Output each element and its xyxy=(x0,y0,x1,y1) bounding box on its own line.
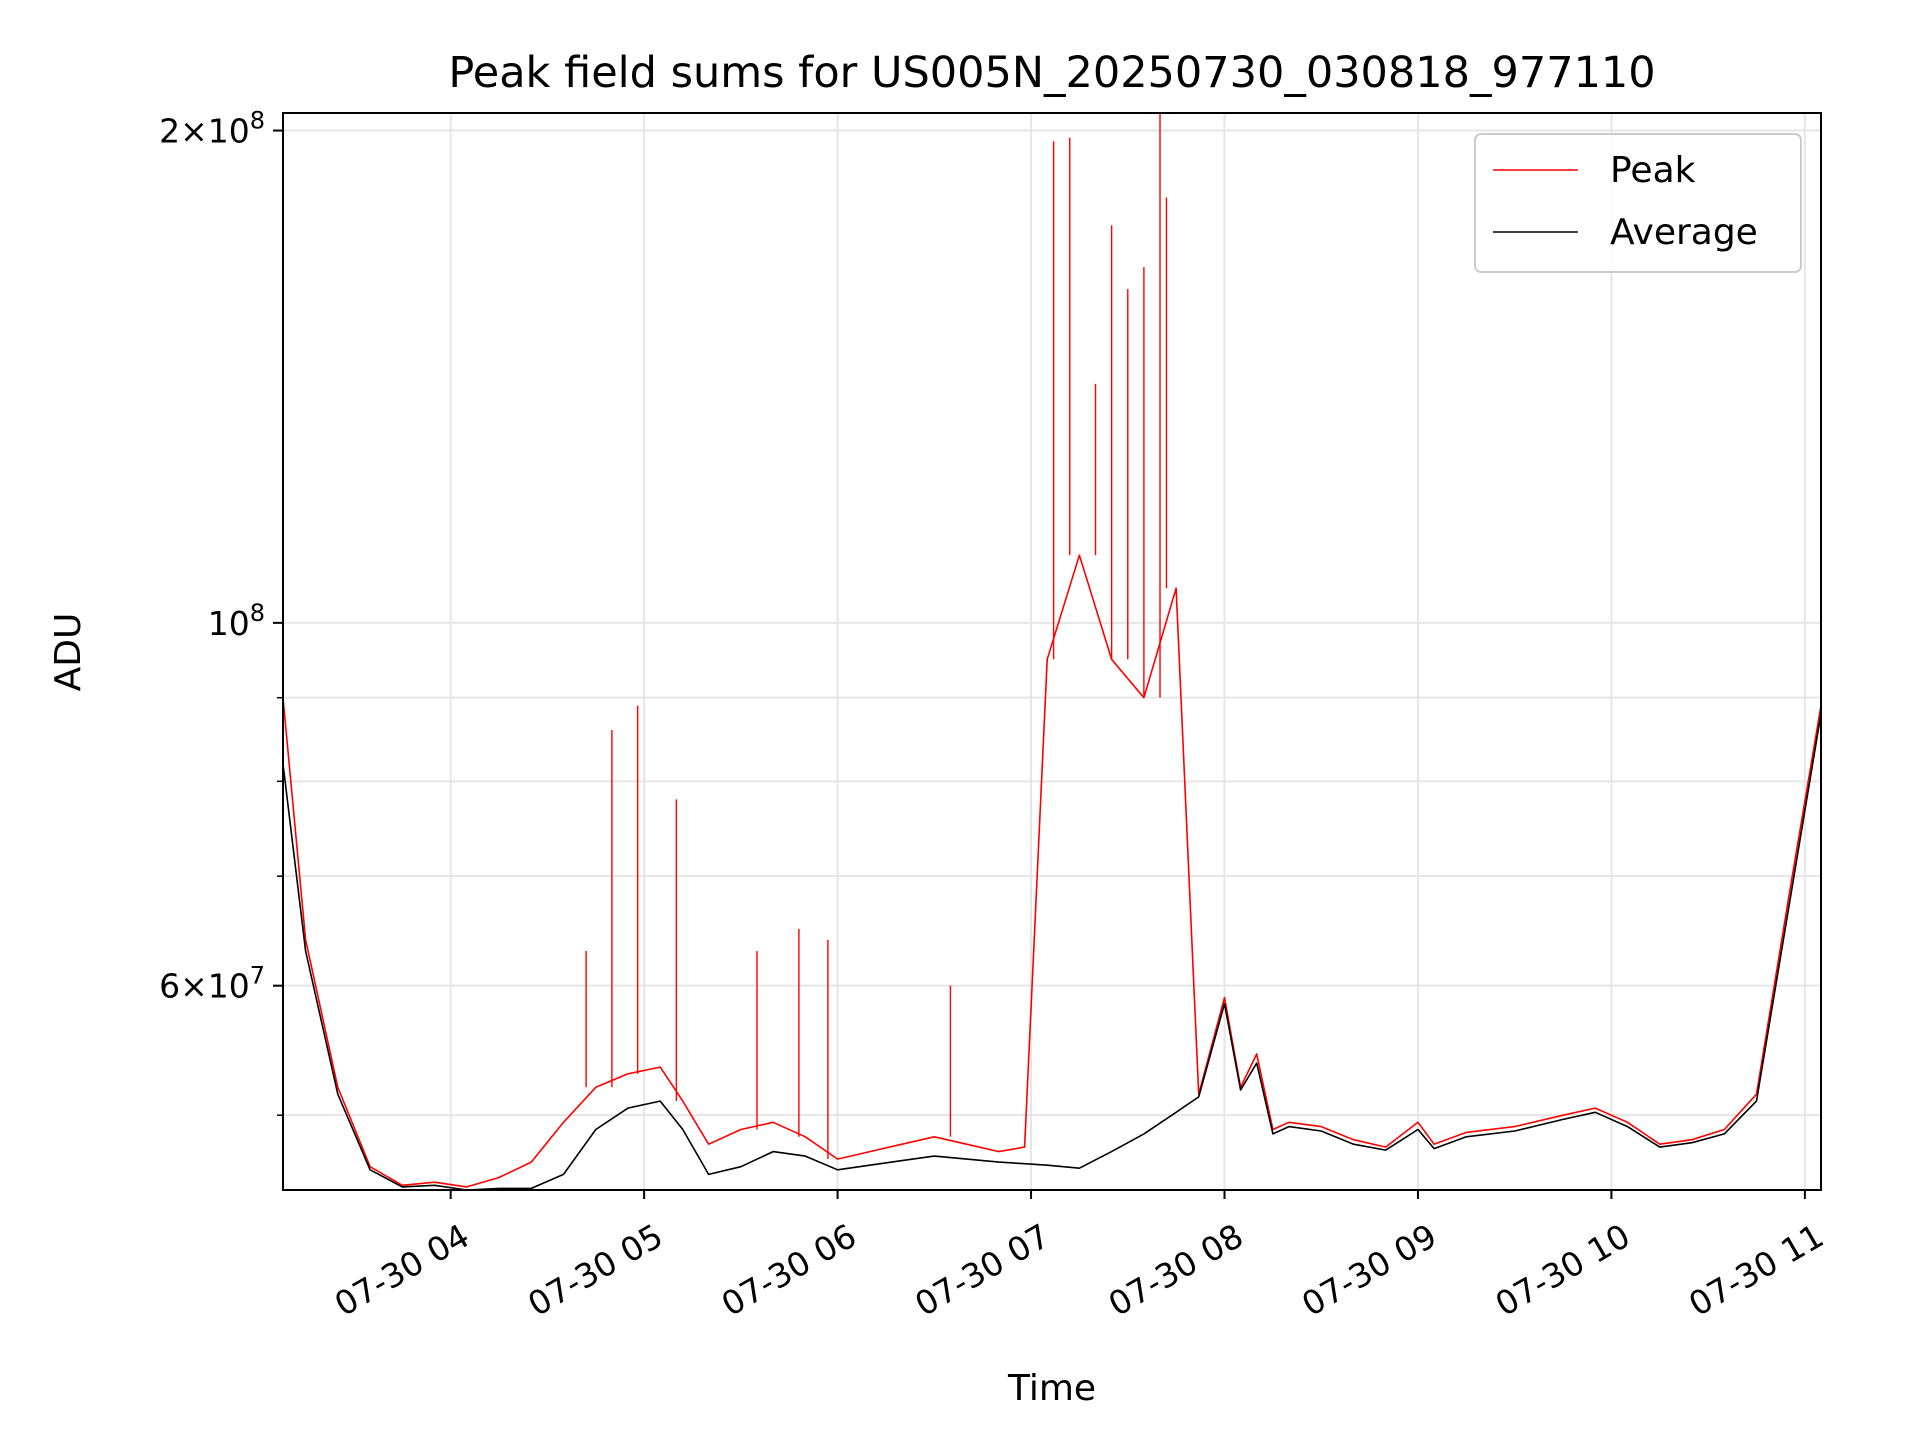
y-tick-label: 2×108 xyxy=(159,107,265,151)
series-line-average xyxy=(282,713,1822,1191)
x-tick-label: 07-30 05 xyxy=(521,1216,669,1324)
x-tick-label: 07-30 07 xyxy=(908,1216,1056,1324)
x-tick-label: 07-30 09 xyxy=(1295,1216,1443,1324)
y-tick-base: 10 xyxy=(208,967,250,1006)
y-tick-mantissa: 6 xyxy=(159,967,180,1006)
y-tick-mantissa: 2 xyxy=(159,112,180,151)
y-tick-exponent: 7 xyxy=(250,962,265,990)
y-tick-exponent: 8 xyxy=(250,599,265,627)
x-tick-label: 07-30 06 xyxy=(715,1216,863,1324)
x-axis-label: Time xyxy=(1007,1368,1096,1409)
y-tick-label: 6×107 xyxy=(159,962,265,1006)
y-tick-times-sign: × xyxy=(180,967,208,1006)
legend-label-peak: Peak xyxy=(1610,150,1696,191)
x-tick-label: 07-30 10 xyxy=(1489,1216,1637,1324)
y-tick-base: 10 xyxy=(208,112,250,151)
y-tick-label: 108 xyxy=(208,599,265,643)
y-axis-label: ADU xyxy=(48,613,89,692)
legend-box xyxy=(1474,133,1802,273)
legend: Peak Average xyxy=(1474,133,1802,273)
x-tick-label: 07-30 08 xyxy=(1102,1216,1250,1324)
grid xyxy=(283,113,1821,1190)
x-tick-label: 07-30 11 xyxy=(1682,1216,1830,1324)
series-line-peak xyxy=(282,554,1822,1188)
y-tick-exponent: 8 xyxy=(250,107,265,135)
legend-label-average: Average xyxy=(1610,212,1758,253)
series-layer xyxy=(282,113,1822,1191)
plot-frame xyxy=(282,112,1822,1191)
y-tick-times-sign: × xyxy=(180,112,208,151)
y-tick-base: 10 xyxy=(208,604,250,643)
x-tick-label: 07-30 04 xyxy=(328,1216,476,1324)
x-axis: 07-30 04 07-30 05 07-30 06 07-30 07 07-30 08… xyxy=(328,1190,1830,1324)
chart-title: Peak field sums for US005N_20250730_0308… xyxy=(448,48,1655,98)
